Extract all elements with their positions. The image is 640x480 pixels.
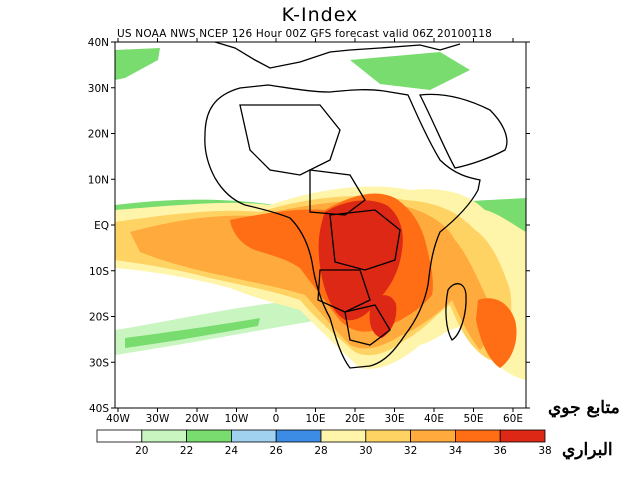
lon-label: 10E [306,413,326,425]
lon-label: 40W [106,413,130,425]
colorbar-swatch [365,429,411,443]
border-5 [344,304,391,346]
lat-label: 30S [89,357,109,369]
colorbar-swatch [320,429,367,443]
contour-green-mediterranean [115,48,160,80]
lat-label: 30N [88,83,109,95]
watermark-line-2: البراري [562,440,613,460]
coastlines [204,42,508,369]
lon-label: 20W [185,413,209,425]
k-index-field [115,48,526,380]
contour-green-redsea [350,52,470,90]
border-3 [329,209,401,271]
lat-label: 20S [89,312,109,324]
colorbar-swatch [186,429,232,443]
colorbar-label: 22 [180,445,193,457]
contour-red-congo [318,200,403,321]
colorbar-swatch [454,429,501,443]
colorbar-swatch [275,429,322,443]
lat-label: 10S [89,266,109,278]
colorbar-label: 32 [404,445,417,457]
colorbar-label: 26 [270,445,284,457]
colorbar-swatch [96,429,143,443]
contour-red-madagascar-east [476,298,517,368]
lon-label: 20E [345,413,365,425]
colorbar-swatch [141,429,188,443]
lon-label: 40E [424,413,444,425]
map-title: K-Index [281,4,359,26]
lon-label: 50E [464,413,484,425]
colorbar-label: 24 [225,445,239,457]
colorbar-label: 36 [494,445,508,457]
colorbar-label: 30 [359,445,372,457]
lat-label: 20N [88,129,109,141]
contour-red-mozambique [369,295,397,338]
arabia [419,93,508,169]
colorbar-swatch [410,429,456,443]
map-subtitle: US NOAA NWS NCEP 126 Hour 00Z GFS foreca… [117,28,493,40]
border-4 [317,269,371,313]
border-2 [309,169,366,216]
lon-label: 0 [273,413,280,425]
africa-coastline [204,84,481,369]
watermark-line-1: متابع جوي [548,398,620,418]
colorbar: 20 22 24 26 28 30 32 34 36 38 [96,429,552,457]
lat-label: 40N [88,37,109,49]
madagascar [445,283,467,341]
colorbar-label: 28 [314,445,327,457]
europe [214,42,461,69]
lon-label: 30W [146,413,170,425]
contour-green-south-2 [125,318,260,348]
colorbar-label: 20 [135,445,148,457]
lat-label: 10N [88,174,109,186]
lat-label: 40S [89,403,109,415]
lon-label: 10W [225,413,249,425]
colorbar-label: 34 [449,445,463,457]
colorbar-swatch [499,429,546,443]
colorbar-label: 38 [538,445,551,457]
colorbar-swatch [230,429,277,443]
lon-label: 60E [503,413,523,425]
lat-label: EQ [94,220,109,232]
lon-label: 30E [385,413,405,425]
border-1 [239,104,341,176]
